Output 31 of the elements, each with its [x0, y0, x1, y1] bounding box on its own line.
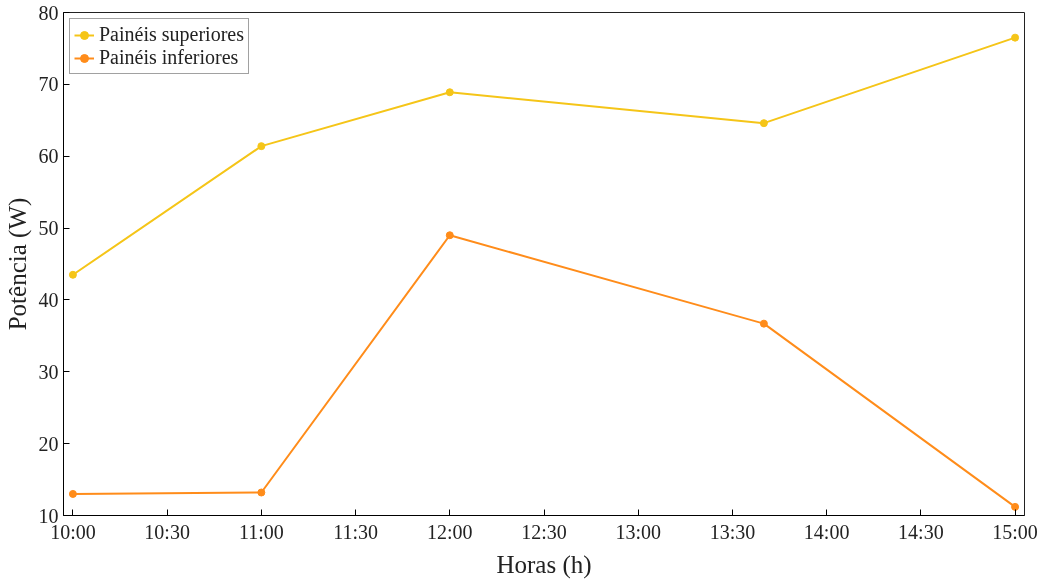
x-axis-title: Horas (h) — [496, 550, 592, 579]
legend-label: Painéis inferiores — [99, 46, 239, 69]
x-tick-label: 15:00 — [992, 520, 1038, 543]
y-axis-title: Potência (W) — [3, 197, 32, 331]
x-tick-label: 14:00 — [803, 520, 850, 543]
legend-label: Painéis superiores — [99, 23, 244, 46]
x-tick-label: 12:30 — [521, 520, 567, 543]
y-tick-label: 50 — [38, 217, 59, 240]
point — [68, 489, 77, 498]
y-tick-label: 60 — [38, 145, 59, 168]
x-tick-label: 13:00 — [615, 520, 661, 543]
y-tick-label: 40 — [38, 288, 59, 311]
point — [759, 319, 768, 328]
point — [257, 142, 266, 151]
point — [759, 119, 768, 128]
x-tick-label: 11:00 — [238, 520, 284, 543]
x-tick-label: 14:30 — [898, 520, 944, 543]
x-tick-label: 12:00 — [427, 520, 473, 543]
point — [257, 488, 266, 497]
y-tick-label: 30 — [38, 360, 59, 383]
x-tick-label: 11:30 — [333, 520, 378, 543]
point — [1011, 33, 1020, 42]
x-tick-label: 13:30 — [709, 520, 756, 543]
y-tick-label: 80 — [38, 1, 59, 24]
point — [445, 88, 454, 97]
point — [1011, 502, 1020, 511]
y-tick-label: 20 — [38, 432, 59, 455]
y-tick-label: 70 — [38, 73, 59, 96]
x-tick-label: 10:30 — [144, 520, 190, 543]
point — [445, 231, 454, 240]
point — [68, 270, 77, 279]
